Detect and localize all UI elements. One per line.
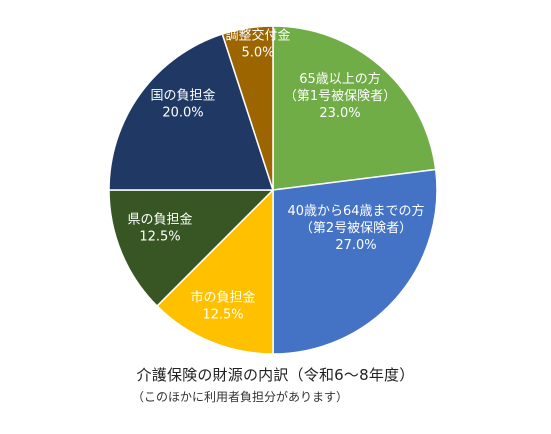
pie-slice [221, 25, 274, 191]
slice-label: 調整交付金 5.0% [225, 28, 290, 61]
slice-label: 65歳以上の方 （第1号被保険者） 23.0% [284, 71, 396, 121]
slice-value-label: 27.0% [335, 238, 376, 253]
slice-category-label: 国の負担金 [150, 88, 215, 104]
slice-category-label: 65歳以上の方 [299, 71, 381, 87]
pie-slices [108, 25, 438, 355]
chart-subtitle: （このほかに利用者負担分があります） [132, 390, 349, 404]
pie-slice [272, 25, 437, 191]
pie-slice [108, 189, 275, 308]
slice-label: 40歳から64歳までの方 （第2号被保険者） 27.0% [287, 203, 424, 253]
slice-category-label: （第2号被保険者） [300, 221, 412, 236]
slice-category-label: 県の負担金 [127, 212, 192, 228]
slice-value-label: 12.5% [139, 230, 180, 245]
slice-labels: 65歳以上の方 （第1号被保険者） 23.0% 40歳から64歳までの方 （第2号被保険… [127, 28, 424, 323]
chart-title: 介護保険の財源の内訳（令和6～8年度） [136, 366, 415, 384]
slice-value-label: 5.0% [241, 46, 274, 61]
slice-label: 国の負担金 20.0% [150, 88, 215, 121]
slice-category-label: 調整交付金 [225, 28, 290, 44]
slice-value-label: 12.5% [202, 308, 243, 323]
slice-label: 市の負担金 12.5% [190, 290, 255, 323]
slice-label: 県の負担金 12.5% [127, 212, 192, 245]
slice-category-label: 市の負担金 [190, 290, 255, 306]
pie-slice [108, 33, 275, 191]
pie-slice [272, 168, 438, 355]
slice-category-label: 40歳から64歳までの方 [287, 203, 424, 219]
slice-value-label: 23.0% [319, 106, 360, 121]
slice-value-label: 20.0% [162, 106, 203, 121]
slice-category-label: （第1号被保険者） [284, 89, 396, 104]
pie-slice [155, 188, 274, 355]
